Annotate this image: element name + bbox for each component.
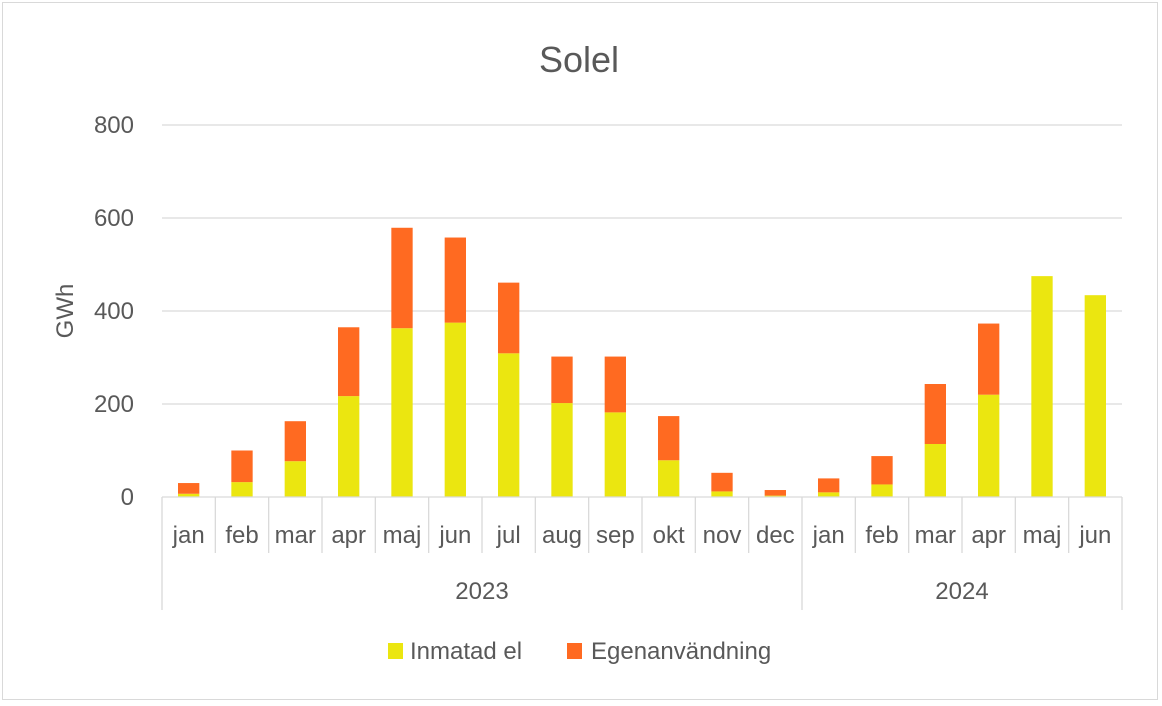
bar-egen-4 <box>391 227 413 329</box>
y-tick-200: 200 <box>94 391 134 418</box>
category-label-10: nov <box>703 522 742 549</box>
bar-inmatad-11 <box>764 495 786 497</box>
category-label-11: dec <box>756 522 795 549</box>
bar-egen-15 <box>978 323 1000 395</box>
y-tick-labels: 0 200 400 600 800 <box>94 112 134 511</box>
category-label-9: okt <box>653 522 685 549</box>
category-label-15: apr <box>971 522 1006 549</box>
bar-inmatad-14 <box>924 443 946 497</box>
category-label-17: jun <box>1078 522 1111 549</box>
bar-inmatad-12 <box>818 492 840 497</box>
chart-title: Solel <box>539 39 619 80</box>
category-label-1: feb <box>225 522 258 549</box>
legend-swatch-egen <box>567 643 582 659</box>
category-label-6: jul <box>496 522 521 549</box>
category-label-2: mar <box>275 522 316 549</box>
bar-egen-12 <box>818 478 840 493</box>
category-label-14: mar <box>915 522 956 549</box>
bar-egen-10 <box>711 472 733 492</box>
bar-egen-1 <box>231 450 253 483</box>
bar-inmatad-2 <box>284 461 306 497</box>
y-tick-400: 400 <box>94 298 134 325</box>
x-axis: jan feb mar apr maj jun jul aug sep okt nov dec jan f… <box>161 496 1123 610</box>
bar-egen-7 <box>551 356 573 404</box>
bar-inmatad-9 <box>658 460 680 497</box>
bar-egen-6 <box>498 282 520 354</box>
bar-inmatad-5 <box>444 322 466 497</box>
category-label-12: jan <box>812 522 845 549</box>
y-tick-600: 600 <box>94 205 134 232</box>
group-label-2023: 2023 <box>455 578 508 605</box>
bar-egen-8 <box>604 356 626 413</box>
bar-inmatad-17 <box>1084 295 1106 497</box>
bars <box>178 227 1106 497</box>
bar-inmatad-10 <box>711 491 733 497</box>
gridlines <box>162 124 1122 405</box>
bar-egen-3 <box>338 327 360 397</box>
legend-label-inmatad: Inmatad el <box>410 638 522 665</box>
legend: Inmatad el Egenanvändning <box>388 638 771 665</box>
bar-inmatad-0 <box>178 493 200 497</box>
category-label-16: maj <box>1023 522 1062 549</box>
bar-egen-14 <box>924 384 946 444</box>
bar-inmatad-16 <box>1031 276 1053 497</box>
bar-egen-0 <box>178 483 200 494</box>
bar-inmatad-13 <box>871 484 893 497</box>
bar-inmatad-8 <box>604 412 626 497</box>
bar-egen-11 <box>764 490 786 496</box>
bar-egen-5 <box>444 237 466 323</box>
y-tick-800: 800 <box>94 112 134 139</box>
bar-inmatad-15 <box>978 394 1000 497</box>
y-axis-label: GWh <box>52 284 79 339</box>
y-tick-0: 0 <box>121 484 134 511</box>
group-label-2024: 2024 <box>935 578 988 605</box>
bar-inmatad-6 <box>498 353 520 497</box>
legend-swatch-inmatad <box>388 643 403 659</box>
bar-inmatad-1 <box>231 482 253 497</box>
category-label-7: aug <box>542 522 582 549</box>
bar-inmatad-3 <box>338 396 360 497</box>
legend-label-egen: Egenanvändning <box>591 638 771 665</box>
category-label-4: maj <box>383 522 422 549</box>
category-label-5: jun <box>438 522 471 549</box>
bar-inmatad-4 <box>391 328 413 497</box>
bar-egen-9 <box>658 416 680 461</box>
bar-egen-2 <box>284 421 306 462</box>
category-label-13: feb <box>865 522 898 549</box>
bar-inmatad-7 <box>551 403 573 497</box>
category-label-3: apr <box>331 522 366 549</box>
category-label-8: sep <box>596 522 635 549</box>
category-label-0: jan <box>172 522 205 549</box>
bar-egen-13 <box>871 456 893 485</box>
